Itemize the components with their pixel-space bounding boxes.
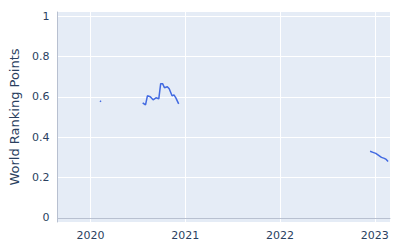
svg-text:2020: 2020 xyxy=(77,229,105,242)
svg-text:0.8: 0.8 xyxy=(32,50,50,63)
svg-text:2022: 2022 xyxy=(266,229,294,242)
svg-text:0.6: 0.6 xyxy=(32,90,50,103)
svg-text:0.2: 0.2 xyxy=(32,171,50,184)
svg-text:0.4: 0.4 xyxy=(32,131,50,144)
svg-text:World Ranking Points: World Ranking Points xyxy=(7,48,22,185)
svg-text:0: 0 xyxy=(42,211,49,224)
svg-text:1: 1 xyxy=(42,10,49,23)
svg-text:2023: 2023 xyxy=(361,229,389,242)
svg-text:2021: 2021 xyxy=(171,229,199,242)
